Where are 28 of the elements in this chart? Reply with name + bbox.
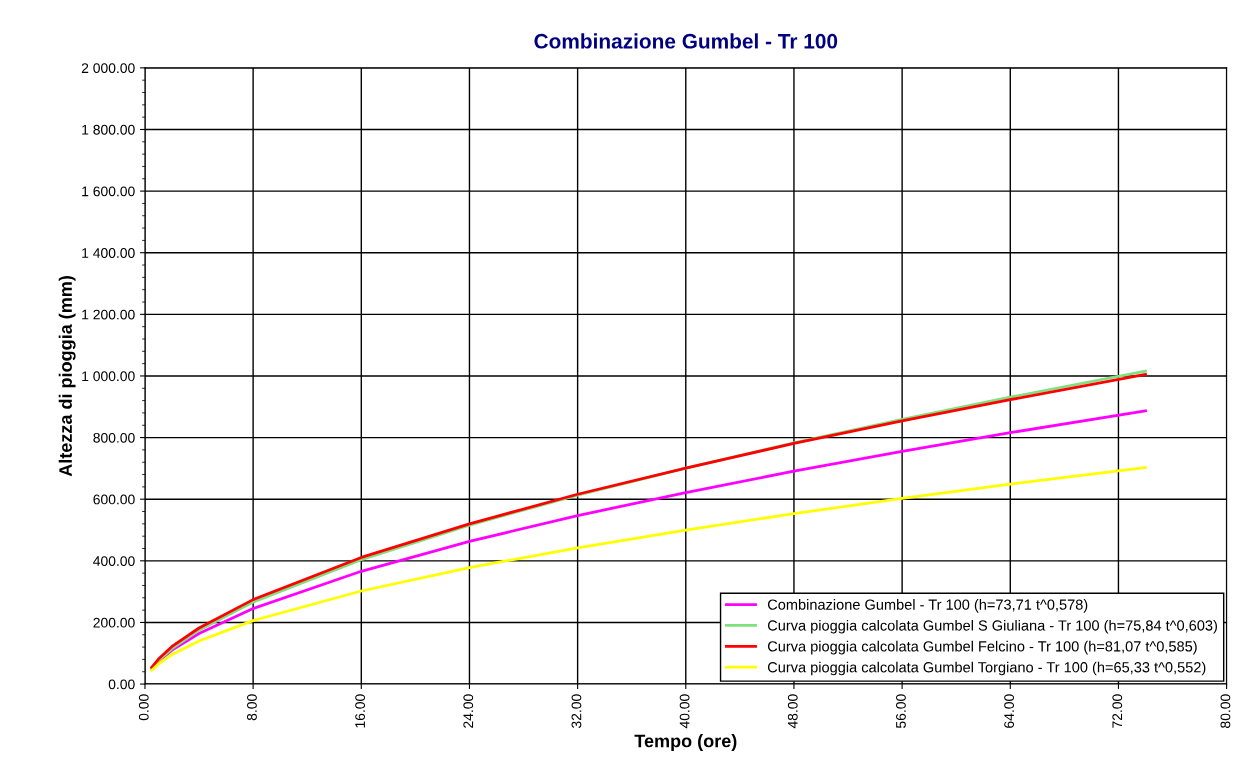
y-axis-title: Altezza di pioggia (mm) xyxy=(58,276,76,477)
x-axis-title: Tempo (ore) xyxy=(634,734,737,751)
x-tick-label: 48.00 xyxy=(787,694,798,729)
x-tick-label: 72.00 xyxy=(1112,694,1123,728)
x-tick-label: 80.00 xyxy=(1220,694,1231,728)
x-tick-label: 64.00 xyxy=(1004,694,1015,728)
x-tick-label: 8.00 xyxy=(247,694,257,721)
x-tick-label: 32.00 xyxy=(571,694,582,729)
y-tick-label: 400.00 xyxy=(93,556,135,566)
x-tick-label: 16.00 xyxy=(355,694,366,728)
x-tick-label: 24.00 xyxy=(463,694,474,728)
x-tick-label: 56.00 xyxy=(896,694,906,728)
y-tick-label: 200.00 xyxy=(93,617,135,628)
chart-title: Combinazione Gumbel - Tr 100 xyxy=(534,33,838,49)
y-tick-label: 2 000.00 xyxy=(81,63,135,74)
y-tick-label: 1 200.00 xyxy=(82,309,135,320)
y-tick-label: 1 400.00 xyxy=(82,248,135,258)
y-tick-label: 1 600.00 xyxy=(82,186,135,197)
x-tick-label: 40.00 xyxy=(679,694,690,729)
legend-label: Curva pioggia calcolata Gumbel S Giuliana - Tr 100 (h=75,84 t^0,603) xyxy=(767,619,1217,634)
legend-label: Combinazione Gumbel - Tr 100 (h=73,71 t^0,578) xyxy=(767,599,1088,613)
legend-label: Curva pioggia calcolata Gumbel Felcino - Tr 100 (h=81,07 t^0,585) xyxy=(767,640,1197,655)
y-tick-label: 0.00 xyxy=(108,679,135,690)
y-tick-label: 1 000.00 xyxy=(82,371,135,382)
legend-label: Curva pioggia calcolata Gumbel Torgiano - Tr 100 (h=65,33 t^0,552) xyxy=(767,661,1206,676)
y-tick-label: 800.00 xyxy=(93,432,135,443)
y-tick-label: 1 800.00 xyxy=(82,124,135,135)
y-tick-label: 600.00 xyxy=(93,494,135,505)
